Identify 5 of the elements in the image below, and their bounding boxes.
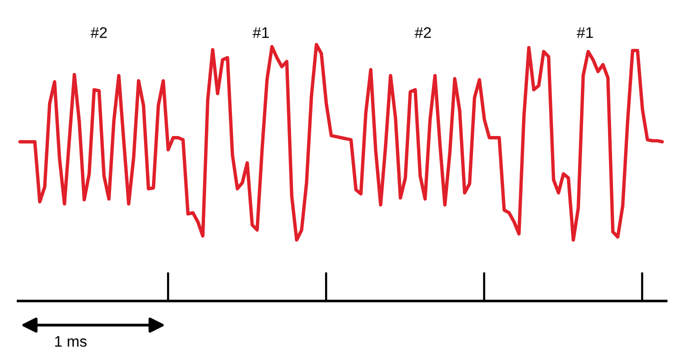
text: #2 — [414, 27, 431, 38]
text: #1 — [252, 27, 269, 38]
text: 1 ms — [55, 336, 87, 347]
text: #2 — [90, 27, 107, 38]
text: #1 — [576, 27, 593, 38]
